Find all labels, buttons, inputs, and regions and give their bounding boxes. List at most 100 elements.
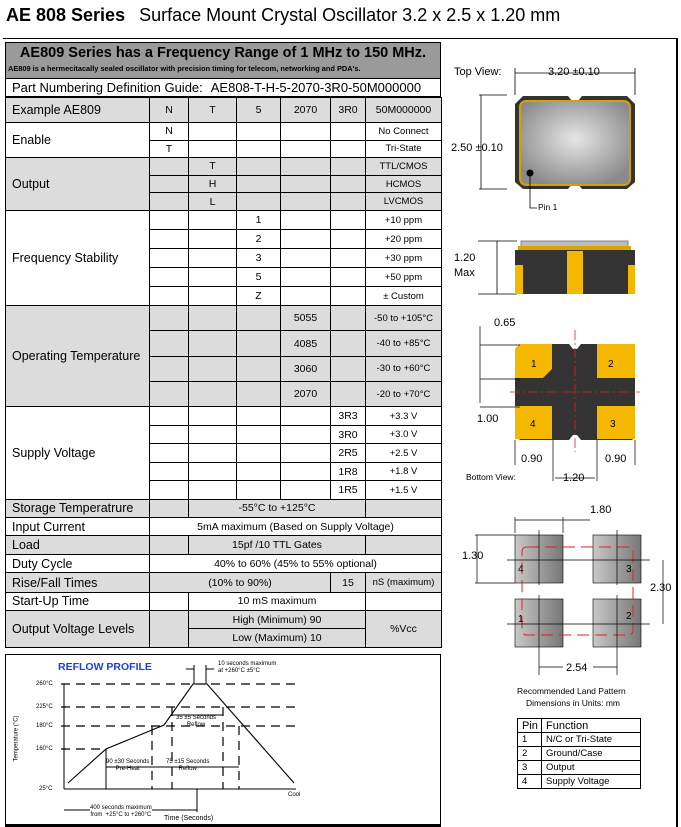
rise-fall-unit: nS (maximum) <box>365 572 442 593</box>
empty-cell <box>149 380 189 408</box>
option-description: +1.8 V <box>365 461 442 482</box>
table-row: Z ± Custom <box>6 286 442 307</box>
table-row: 1R8 +1.8 V <box>6 461 442 482</box>
option-code: T <box>149 139 189 158</box>
pin-function-table: Pin Function 1 N/C or Tri-State 2 Ground/Ca… <box>517 718 641 789</box>
row-label: Example AE809 <box>5 97 150 123</box>
pin-number: 3 <box>517 760 542 775</box>
tick-25: 25°C <box>39 786 53 792</box>
pin-function: Ground/Case <box>541 746 641 761</box>
empty-cell <box>149 305 189 332</box>
empty-cell <box>188 443 237 463</box>
reflow-curve <box>67 683 295 784</box>
peak-note: 10 seconds maximum at +260°C ±5°C <box>218 661 277 674</box>
reflow35-note: 35 ±5 Seconds Reflow <box>176 715 216 728</box>
empty-cell <box>280 174 331 194</box>
empty-cell <box>188 248 237 269</box>
example-value: N <box>149 97 189 123</box>
reflow-title: REFLOW PROFILE <box>58 661 152 673</box>
option-code: 1 <box>236 210 281 231</box>
empty-cell <box>188 355 237 382</box>
empty-cell <box>149 229 189 250</box>
empty-cell <box>330 157 366 176</box>
empty-cell <box>236 406 281 426</box>
package-drawings: 1 2 3 4 4 3 1 2 <box>475 68 664 675</box>
table-row: 3060 -30 to +60°C <box>6 355 442 382</box>
option-description: +3.3 V <box>365 406 442 426</box>
option-code: L <box>188 192 237 212</box>
row-label: Input Current <box>5 516 150 537</box>
land-pad-4: 4 <box>518 564 524 575</box>
top-view-package <box>515 96 635 209</box>
empty-cell <box>236 355 281 382</box>
side-height-dim: 1.20 <box>454 252 476 264</box>
page-frame <box>3 38 678 827</box>
empty-cell <box>330 305 366 332</box>
empty-cell <box>280 157 331 176</box>
option-description: +3.0 V <box>365 424 442 445</box>
table-row: Load 15pf /10 TTL Gates <box>5 535 442 555</box>
empty-cell <box>330 174 366 194</box>
row-label: Output Voltage Levels <box>5 609 150 648</box>
reflow-gridlines <box>61 683 296 789</box>
empty-cell <box>330 229 366 250</box>
empty-cell <box>330 286 366 307</box>
table-row: 4 Supply Voltage <box>517 774 641 789</box>
banner-headline: AE809 Series has a Frequency Range of 1 … <box>19 45 427 61</box>
empty-cell <box>280 192 331 212</box>
row-value: (10% to 90%) <box>149 572 331 593</box>
empty-cell <box>149 591 189 611</box>
land-pad-1: 1 <box>518 614 524 625</box>
empty-cell <box>330 192 366 212</box>
reflow-profile: REFLOW PROFILE 260°C 225°C 180°C 160°C 2… <box>5 654 441 827</box>
empty-cell <box>188 330 237 357</box>
option-description: +20 ppm <box>365 229 442 250</box>
part-numbering-guide: Part Numbering Definition Guide: AE808-T-… <box>5 79 441 97</box>
example-value: 5 <box>236 97 281 123</box>
bottom-065-dim: 0.65 <box>494 317 516 329</box>
row-label: Start-Up Time <box>5 591 150 611</box>
empty-cell <box>188 210 237 231</box>
land-130-dim: 1.30 <box>462 550 484 562</box>
empty-cell <box>149 330 189 357</box>
table-row: 2070 -20 to +70°C <box>6 380 442 408</box>
reflow75-note: 75 ±15 Seconds Reflow <box>166 759 210 772</box>
table-row: Output T TTL/CMOS <box>5 156 442 212</box>
row-label: Operating Temperature <box>5 305 150 408</box>
table-row: Enable N No Connect <box>5 122 442 158</box>
option-code: 5055 <box>280 305 331 332</box>
empty-cell <box>280 406 331 426</box>
pin-header: Pin <box>517 718 542 733</box>
land-254-dim: 2.54 <box>566 662 588 674</box>
table-row: 5 +50 ppm <box>6 267 442 288</box>
spec-table: Example AE809 N T 5 2070 3R0 50M000000 Enable N N… <box>5 97 442 648</box>
row-label: Enable <box>5 122 150 158</box>
product-title: Surface Mount Crystal Oscillator 3.2 x 2… <box>139 5 561 25</box>
option-code: 1R5 <box>330 480 366 500</box>
banner-description: AE809 is a hermecitacally sealed oscilla… <box>8 64 361 73</box>
land-pattern: 4 3 1 2 <box>475 517 664 675</box>
row-label: Load <box>5 535 150 555</box>
empty-cell <box>236 380 281 408</box>
empty-cell <box>188 406 237 426</box>
empty-cell <box>149 267 189 288</box>
example-value: 2070 <box>280 97 331 123</box>
top-width-dim: 3.20 ±0.10 <box>546 66 602 78</box>
empty-cell <box>188 229 237 250</box>
series-name: AE 808 Series <box>6 5 126 25</box>
empty-cell <box>280 480 331 500</box>
empty-cell <box>236 330 281 357</box>
option-description: No Connect <box>365 122 442 141</box>
empty-cell <box>280 267 331 288</box>
table-row: 3 Output <box>517 760 641 775</box>
row-value: -55°C to +125°C <box>188 498 366 518</box>
empty-cell <box>236 174 281 194</box>
table-row: 2 Ground/Case <box>517 746 641 761</box>
empty-cell <box>330 355 366 382</box>
empty-cell <box>236 461 281 482</box>
table-row: Example AE809 N T 5 2070 3R0 50M000000 <box>5 97 442 123</box>
table-row: 4085 -40 to +85°C <box>6 330 442 357</box>
empty-cell <box>330 267 366 288</box>
empty-cell <box>149 192 189 212</box>
option-code: 2R5 <box>330 443 366 463</box>
